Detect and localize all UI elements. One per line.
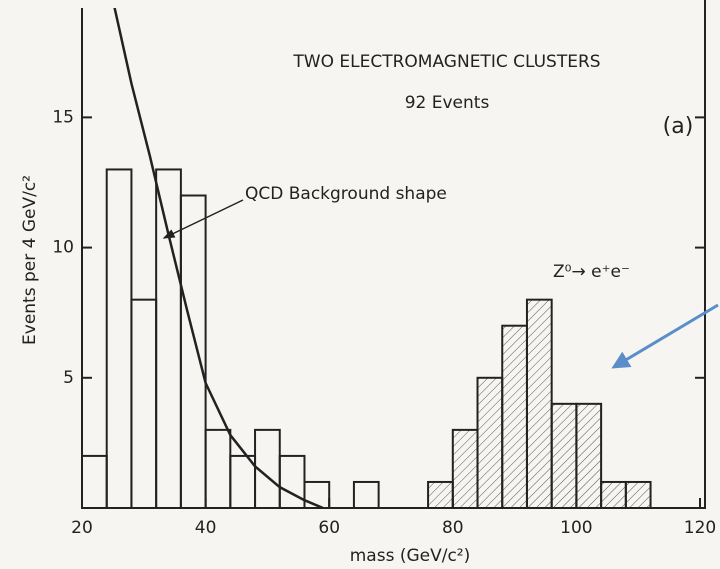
bar: [600, 480, 627, 510]
y-tick-label: 5: [63, 368, 74, 388]
bar: [427, 480, 454, 510]
bar: [130, 298, 158, 509]
bar: [81, 454, 108, 509]
annotation: Z⁰→ e⁺e⁻: [553, 262, 630, 282]
bar: [179, 194, 207, 509]
x-tick-label: 80: [442, 518, 464, 538]
bar: [501, 324, 528, 510]
y-tick-label: 15: [52, 107, 74, 127]
chart-title: TWO ELECTROMAGNETIC CLUSTERS: [292, 52, 600, 72]
y-axis-label: Events per 4 GeV/c²: [20, 175, 40, 345]
bar: [451, 428, 479, 509]
bar: [550, 402, 578, 510]
annotation: QCD Background shape: [245, 184, 447, 204]
bar: [105, 168, 133, 509]
panel-label: (a): [663, 114, 694, 139]
bar: [303, 480, 331, 510]
x-tick-label: 60: [318, 518, 340, 538]
x-axis-label: mass (GeV/c²): [350, 546, 471, 566]
pointer-arrow: [611, 303, 719, 369]
annotation-arrow: [162, 199, 244, 239]
bar: [525, 298, 553, 509]
x-tick-label: 40: [195, 518, 217, 538]
x-tick-label: 20: [71, 518, 93, 538]
bar: [476, 376, 504, 509]
bar: [624, 480, 652, 510]
bar: [352, 480, 380, 510]
bar: [278, 454, 306, 509]
subtitle: 92 Events: [405, 93, 490, 113]
bar: [229, 454, 257, 509]
x-tick-label: 100: [560, 518, 592, 538]
bar: [204, 428, 232, 509]
x-tick-label: 120: [684, 518, 716, 538]
y-tick-label: 10: [52, 238, 74, 258]
bar: [155, 168, 182, 509]
line: [113, 8, 324, 508]
bar: [575, 402, 603, 510]
axes-frame: [81, 0, 706, 509]
